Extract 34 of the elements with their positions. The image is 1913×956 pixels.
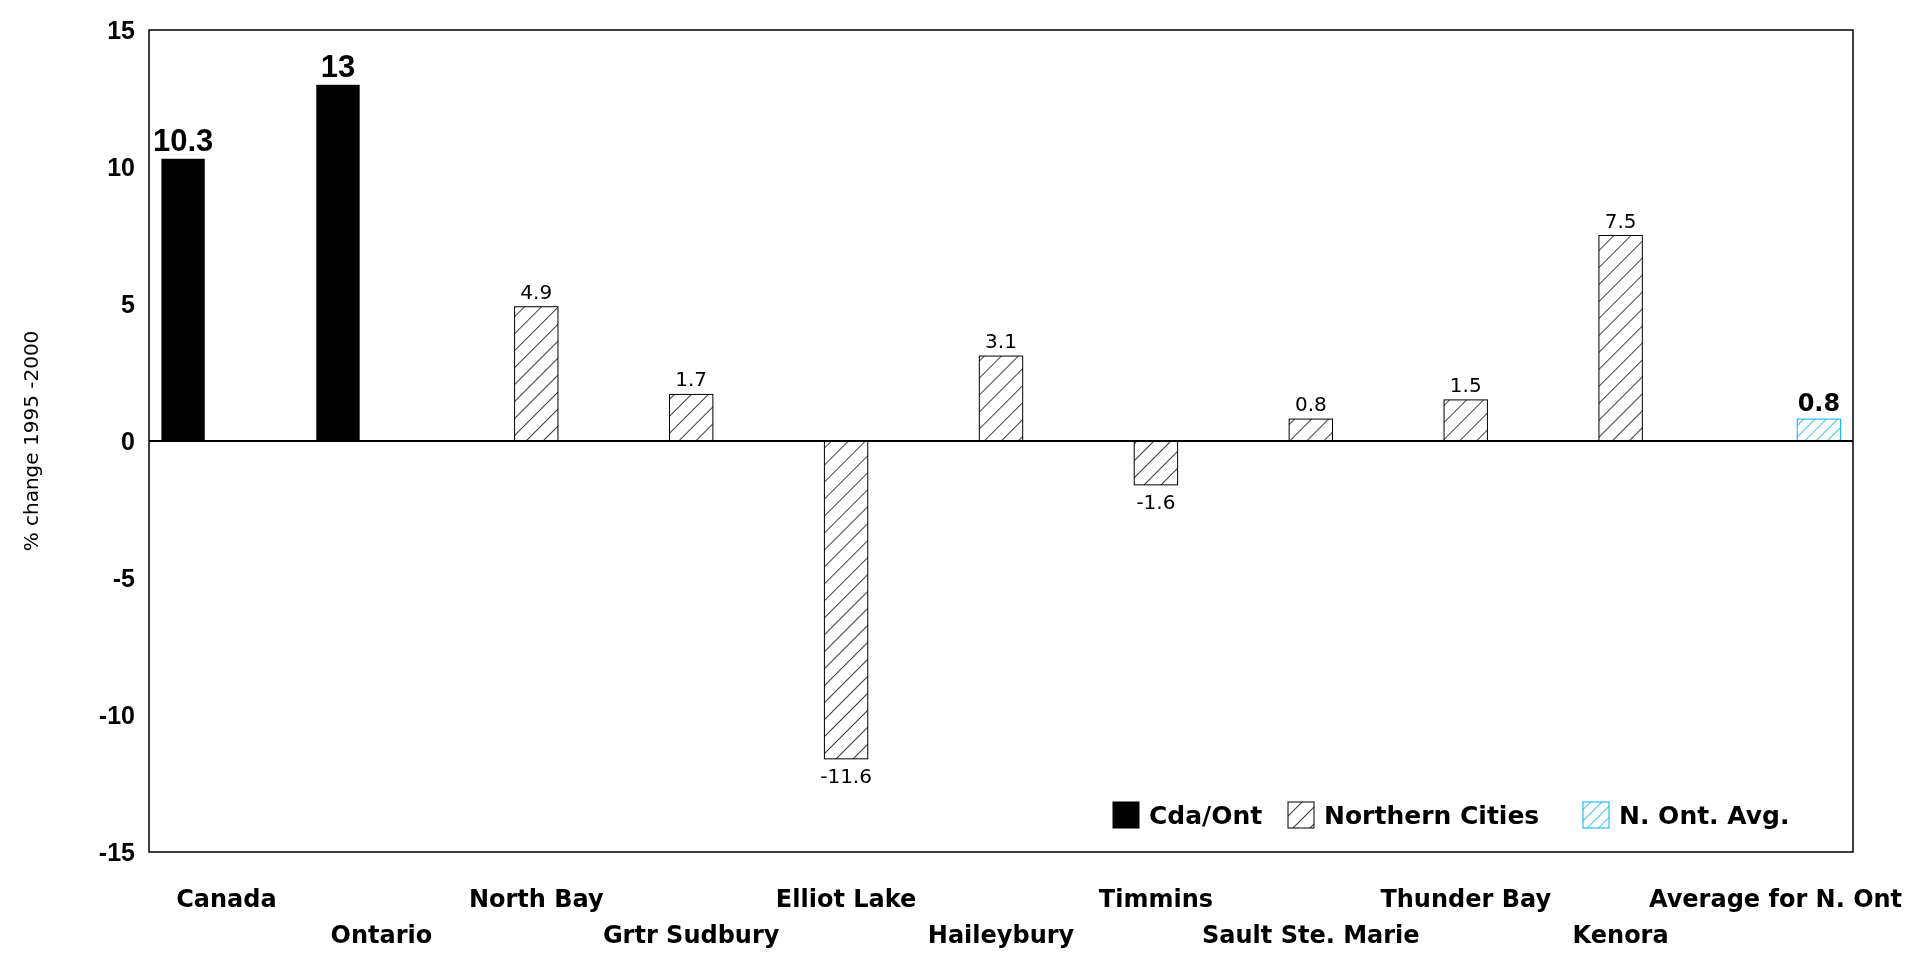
data-label: 4.9	[520, 279, 553, 304]
y-tick-label: 5	[121, 289, 136, 318]
y-tick-label: 15	[107, 15, 136, 44]
data-label: 13	[320, 48, 356, 84]
x-tick-label: Average for N. Ont	[1648, 885, 1903, 913]
y-tick-label: 0	[121, 426, 135, 455]
y-tick-label: -10	[98, 700, 135, 729]
data-label: 7.5	[1604, 208, 1637, 233]
x-tick-label: Ontario	[330, 921, 433, 949]
x-tick-label: North Bay	[468, 885, 604, 913]
legend-label: Cda/Ont	[1149, 801, 1263, 830]
data-label: -11.6	[820, 763, 872, 788]
data-label: -1.6	[1136, 489, 1176, 514]
y-axis-title: % change 1995 -2000	[19, 330, 43, 552]
bar	[1796, 418, 1842, 442]
data-label: 10.3	[152, 122, 214, 158]
data-label: 1.7	[675, 367, 708, 392]
y-tick-label: -5	[112, 563, 136, 592]
y-tick-label: -15	[98, 837, 136, 866]
x-tick-label: Kenora	[1572, 921, 1669, 949]
data-label: 1.5	[1449, 372, 1482, 397]
x-tick-label: Haileybury	[927, 921, 1075, 949]
legend-label: N. Ont. Avg.	[1619, 801, 1790, 830]
legend-label: Northern Cities	[1324, 801, 1540, 830]
x-tick-label: Timmins	[1098, 885, 1214, 913]
x-tick-label: Thunder Bay	[1380, 885, 1552, 913]
x-tick-label: Sault Ste. Marie	[1202, 921, 1420, 949]
x-tick-label: Grtr Sudbury	[602, 921, 780, 949]
x-tick-label: Canada	[176, 885, 277, 913]
data-label: 0.8	[1797, 389, 1841, 418]
data-label: 0.8	[1294, 392, 1327, 417]
data-label: 3.1	[985, 329, 1017, 354]
x-tick-label: Elliot Lake	[775, 885, 917, 913]
y-tick-label: 10	[107, 152, 135, 181]
